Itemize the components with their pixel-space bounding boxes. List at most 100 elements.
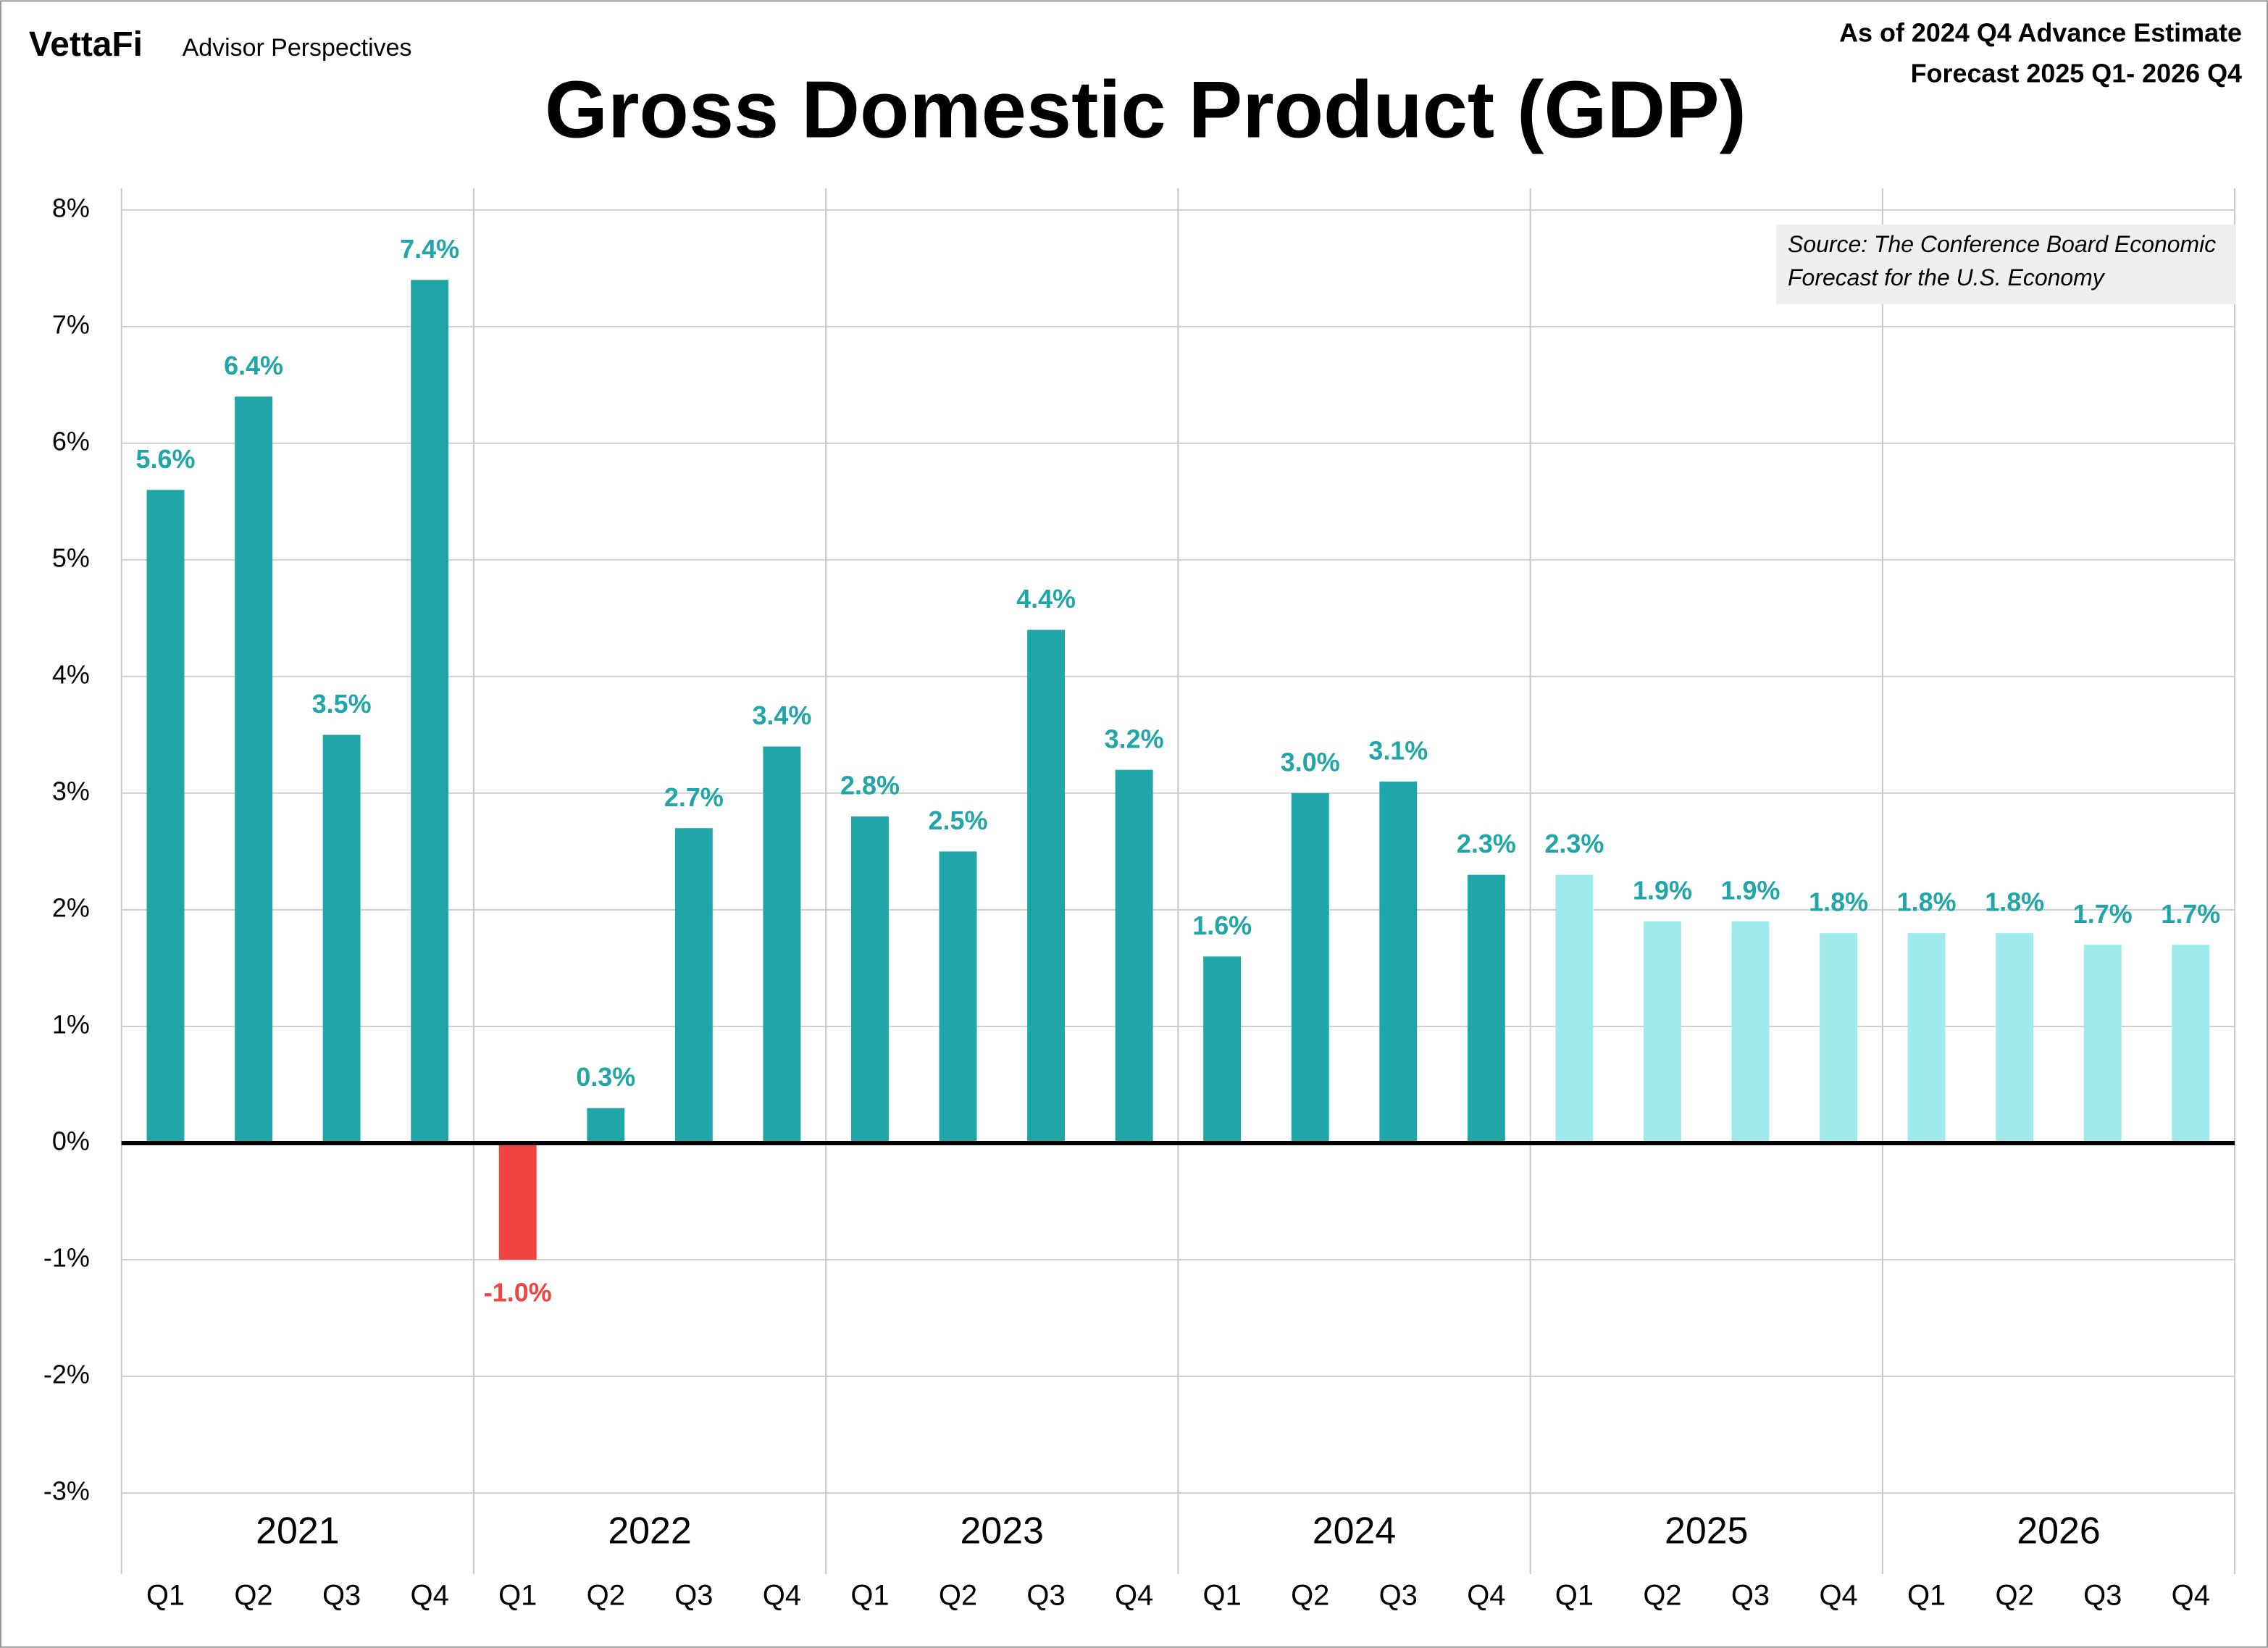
bar (322, 735, 361, 1143)
data-label: 4.4% (1016, 584, 1076, 614)
x-tick-label: Q3 (674, 1579, 713, 1611)
y-tick-label: 3% (52, 776, 90, 806)
y-tick-label: 7% (52, 309, 90, 339)
x-tick-label: Q2 (587, 1579, 625, 1611)
brand-sub: Advisor Perspectives (183, 34, 412, 62)
x-tick-label: Q2 (1291, 1579, 1329, 1611)
bar (1996, 933, 2034, 1143)
bar (1555, 874, 1594, 1143)
year-label: 2026 (2017, 1510, 2100, 1552)
x-tick-label: Q4 (1467, 1579, 1505, 1611)
x-tick-label: Q2 (939, 1579, 977, 1611)
bar (939, 851, 977, 1143)
y-tick-label: 4% (52, 659, 90, 689)
data-label: 0.3% (576, 1062, 635, 1092)
bar (2172, 945, 2210, 1143)
bar (763, 746, 801, 1143)
x-tick-label: Q2 (1643, 1579, 1681, 1611)
source-note: Forecast for the U.S. Economy (1788, 264, 2106, 290)
bar (850, 816, 889, 1143)
y-tick-label: 5% (52, 543, 90, 572)
bar (1731, 921, 1770, 1143)
bar (1027, 629, 1066, 1143)
x-tick-label: Q4 (2172, 1579, 2210, 1611)
data-label: 1.8% (1985, 887, 2044, 917)
x-tick-label: Q1 (498, 1579, 537, 1611)
y-tick-label: 6% (52, 426, 90, 456)
data-label: 1.7% (2161, 899, 2220, 929)
y-tick-label: -1% (43, 1242, 90, 1272)
bar (235, 396, 273, 1143)
data-label: 7.4% (400, 234, 459, 264)
chart-title: Gross Domestic Product (GDP) (545, 64, 1746, 155)
data-label: 3.1% (1368, 735, 1428, 765)
x-tick-label: Q2 (1996, 1579, 2034, 1611)
x-tick-label: Q1 (1907, 1579, 1946, 1611)
data-label: 3.0% (1281, 747, 1340, 777)
data-label: -1.0% (484, 1277, 552, 1307)
y-tick-label: 1% (52, 1009, 90, 1039)
x-tick-label: Q1 (850, 1579, 889, 1611)
x-tick-label: Q1 (1203, 1579, 1242, 1611)
data-label: 1.6% (1192, 911, 1252, 940)
data-label: 3.5% (312, 689, 372, 719)
x-tick-label: Q2 (234, 1579, 272, 1611)
data-label: 5.6% (136, 444, 196, 474)
data-label: 1.8% (1897, 887, 1957, 917)
x-tick-label: Q4 (1819, 1579, 1857, 1611)
data-label: 1.9% (1721, 876, 1780, 905)
x-tick-label: Q3 (1731, 1579, 1770, 1611)
y-tick-label: -2% (43, 1360, 90, 1389)
x-tick-label: Q4 (411, 1579, 449, 1611)
data-label: 1.9% (1633, 876, 1692, 905)
data-label: 2.3% (1544, 829, 1604, 858)
bar (411, 280, 449, 1143)
bar (1115, 769, 1153, 1143)
year-label: 2025 (1665, 1510, 1748, 1552)
data-label: 2.3% (1457, 829, 1516, 858)
bar (1820, 933, 1858, 1143)
note: Forecast 2025 Q1- 2026 Q4 (1911, 59, 2242, 88)
data-label: 3.4% (752, 700, 811, 730)
data-label: 2.7% (664, 782, 724, 812)
bar (1467, 874, 1505, 1143)
x-tick-label: Q3 (1026, 1579, 1065, 1611)
data-label: 2.8% (840, 771, 900, 800)
x-tick-label: Q1 (146, 1579, 185, 1611)
bar (587, 1108, 625, 1143)
bar (674, 828, 713, 1143)
x-tick-label: Q3 (2083, 1579, 2122, 1611)
x-tick-label: Q1 (1555, 1579, 1594, 1611)
y-tick-label: 8% (52, 193, 90, 222)
x-tick-label: Q3 (322, 1579, 361, 1611)
y-tick-label: 0% (52, 1126, 90, 1155)
bar (1203, 956, 1242, 1143)
data-label: 3.2% (1105, 724, 1164, 753)
data-label: 2.5% (929, 806, 988, 835)
bar (1907, 933, 1946, 1143)
data-label: 1.7% (2073, 899, 2133, 929)
data-label: 6.4% (224, 351, 283, 380)
bar (1379, 781, 1418, 1143)
x-tick-label: Q3 (1379, 1579, 1418, 1611)
year-label: 2021 (256, 1510, 339, 1552)
source-note: Source: The Conference Board Economic (1788, 231, 2216, 257)
brand: VettaFi (29, 25, 143, 64)
bar (1644, 921, 1681, 1143)
x-tick-label: Q4 (763, 1579, 801, 1611)
bar (2083, 945, 2122, 1143)
bar (1291, 792, 1329, 1143)
y-tick-label: -3% (43, 1476, 90, 1506)
data-label: 1.8% (1809, 887, 1868, 917)
y-tick-label: 2% (52, 892, 90, 922)
bar (146, 490, 185, 1143)
x-tick-label: Q4 (1115, 1579, 1153, 1611)
note: As of 2024 Q4 Advance Estimate (1839, 18, 2242, 48)
year-label: 2022 (608, 1510, 691, 1552)
bar (498, 1142, 537, 1260)
source-box (1776, 224, 2237, 304)
year-label: 2023 (961, 1510, 1044, 1552)
year-label: 2024 (1313, 1510, 1396, 1552)
